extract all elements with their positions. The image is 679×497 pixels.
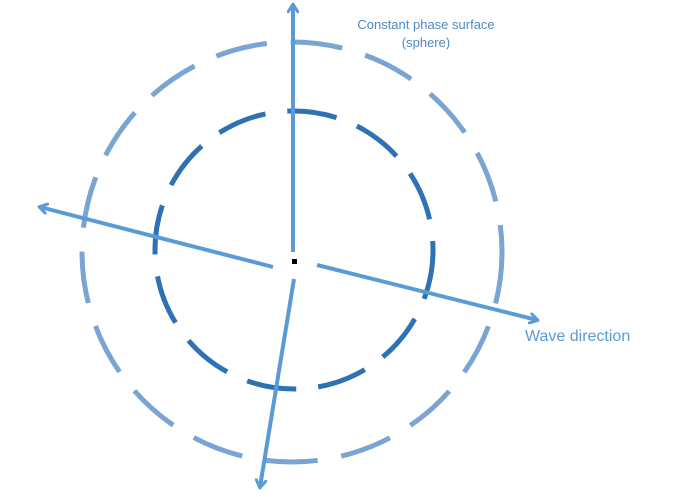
constant-phase-surface-label: Constant phase surface (sphere) <box>335 16 517 52</box>
arrow-down <box>260 278 296 487</box>
surface-label-line1: Constant phase surface <box>357 17 495 32</box>
wave-direction-label: Wave direction <box>525 328 631 345</box>
surface-label-line2: (sphere) <box>401 35 451 50</box>
center-point <box>292 259 297 264</box>
arrow-right <box>316 263 537 320</box>
arrow-left <box>40 207 274 269</box>
